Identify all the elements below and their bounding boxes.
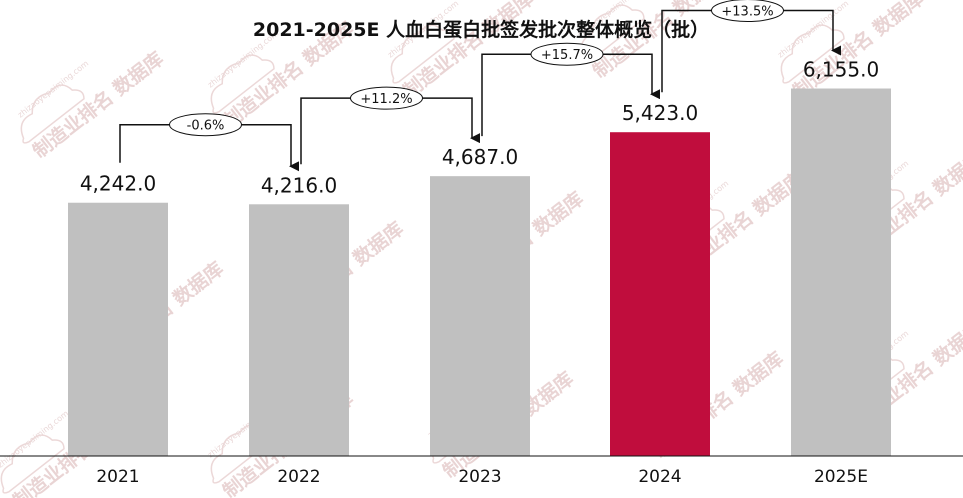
value-label-2022: 4,216.0 [261, 173, 337, 197]
category-label-2025E: 2025E [814, 467, 868, 487]
value-label-2024: 5,423.0 [622, 101, 698, 125]
bar-2022 [249, 204, 349, 456]
watermark-cloud-10 [0, 434, 65, 494]
bar-2021 [68, 202, 168, 456]
watermark-cloud-1 [210, 54, 275, 114]
growth-label-1: +11.2% [360, 92, 412, 107]
growth-label-0: -0.6% [187, 119, 225, 134]
category-labels-group: 2021 2022 2023 2024 2025E [96, 467, 868, 487]
watermark-text-4: 制造业排名 数据库 [788, 0, 927, 103]
watermark-text-2: 制造业排名 数据库 [398, 0, 537, 103]
watermark-cloud-0 [20, 84, 85, 144]
category-label-2023: 2023 [458, 467, 501, 487]
bars-group [68, 88, 891, 457]
watermark-cloud-4 [780, 24, 845, 84]
growth-label-3: +13.5% [721, 5, 773, 20]
category-label-2021: 2021 [96, 467, 139, 487]
growth-badge-0 [169, 113, 242, 137]
growth-label-2: +15.7% [541, 48, 593, 63]
bar-2024 [610, 132, 710, 456]
growth-badge-3 [711, 0, 784, 23]
value-label-2023: 4,687.0 [442, 145, 518, 169]
value-label-2025E: 6,155.0 [803, 58, 879, 82]
category-label-2024: 2024 [638, 467, 681, 487]
category-label-2022: 2022 [277, 467, 320, 487]
growth-badge-2 [530, 42, 604, 66]
value-label-2021: 4,242.0 [80, 172, 156, 196]
growth-badge-1 [350, 86, 423, 110]
watermark-text-0: 制造业排名 数据库 [28, 47, 167, 163]
bar-2023 [430, 176, 530, 457]
growth-labels-group: -0.6% +11.2% +15.7% +13.5% [169, 0, 784, 137]
value-labels-group: 4,242.0 4,216.0 4,687.0 5,423.0 6,155.0 [80, 58, 879, 198]
chart-title: 2021-2025E 人血白蛋白批签发批次整体概览（批） [253, 18, 709, 41]
bar-2025E [791, 88, 891, 457]
watermark-cloud-2 [390, 24, 455, 84]
